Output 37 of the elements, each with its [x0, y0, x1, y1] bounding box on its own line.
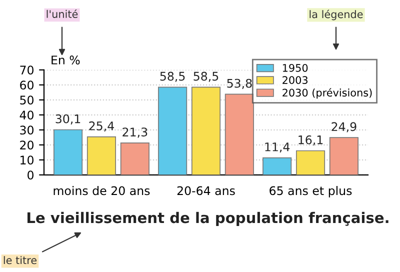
bar [329, 137, 358, 175]
x-tick-label: 20-64 ans [177, 186, 235, 196]
data-label: 11,4 [265, 142, 290, 153]
data-label: 21,3 [122, 128, 148, 138]
text: Le vieillissement de la population française. [28, 212, 388, 226]
bar [296, 150, 326, 175]
text: la légende [310, 10, 363, 20]
data-label: 24,9 [332, 122, 356, 132]
bar [262, 157, 292, 175]
y-tick-label: 0 [28, 170, 34, 180]
y-tick-label: 70 [20, 66, 34, 75]
y-tick-label: 60 [20, 80, 34, 90]
y-tick-label: 40 [20, 110, 34, 120]
data-label: 16,1 [298, 135, 323, 146]
data-label: 58,5 [194, 72, 218, 82]
data-label: 58,5 [160, 72, 185, 82]
bar [54, 129, 83, 175]
data-label: 53,8 [227, 78, 252, 89]
data-label: 30,1 [56, 114, 80, 124]
y-tick-label: 10 [20, 156, 34, 165]
data-label: 25,4 [89, 121, 114, 132]
y-axis-title: En % [52, 56, 80, 64]
y-tick-label: 30 [20, 126, 34, 135]
y-tick-label: 20 [20, 140, 34, 150]
legend-label: 1950 [282, 64, 308, 72]
text: le titre [4, 256, 37, 264]
legend-label: 2030 (prévisions) [282, 88, 372, 99]
text: l'unité [46, 10, 78, 18]
x-tick-label: 65 ans et plus [270, 186, 352, 198]
bar [191, 86, 221, 175]
y-tick-label: 50 [20, 96, 34, 105]
bar [86, 136, 116, 175]
bar [224, 94, 254, 175]
x-tick-label: moins de 20 ans [54, 186, 150, 196]
legend-label: 2003 [282, 76, 308, 84]
bar [158, 86, 188, 175]
bar [120, 142, 150, 175]
